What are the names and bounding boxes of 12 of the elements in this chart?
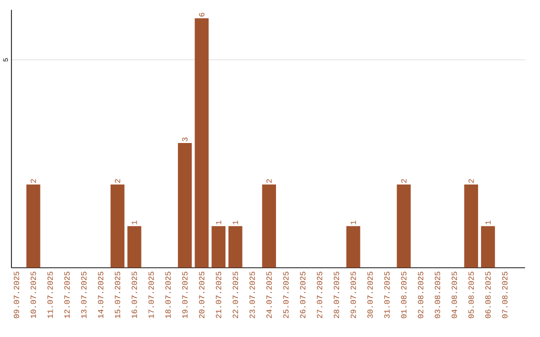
bar bbox=[212, 226, 226, 268]
bar bbox=[178, 142, 192, 268]
bar bbox=[127, 226, 142, 268]
bar bbox=[262, 184, 276, 268]
bar bbox=[110, 184, 124, 268]
bar bbox=[481, 226, 495, 268]
bar bbox=[26, 184, 40, 268]
bar bbox=[346, 226, 360, 268]
bar bbox=[464, 184, 478, 268]
bar bbox=[194, 18, 209, 268]
bar bbox=[228, 226, 242, 268]
bar bbox=[396, 184, 411, 268]
